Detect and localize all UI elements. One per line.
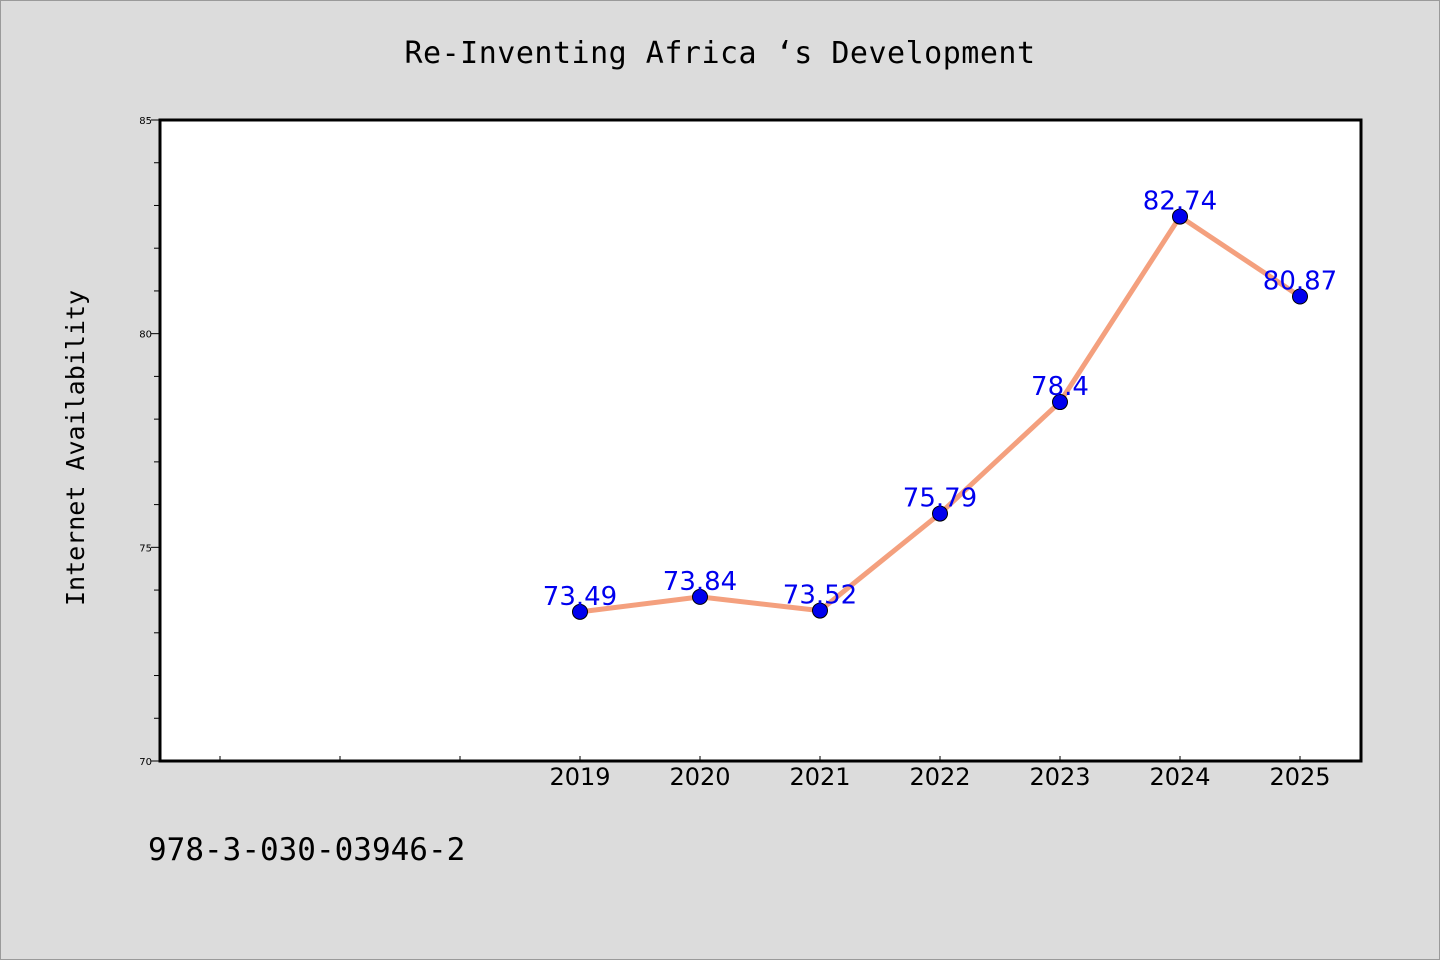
data-point	[812, 602, 828, 619]
x-tick-label: 2019	[549, 763, 610, 791]
chart-title: Re-Inventing Africa ‘s Development	[404, 36, 1036, 71]
y-tick-label: 75	[139, 543, 152, 554]
series-group	[572, 208, 1308, 620]
x-tick-label: 2025	[1269, 763, 1330, 791]
isbn-footer: 978-3-030-03946-2	[148, 832, 466, 868]
y-axis-title: Internet Availability	[61, 290, 90, 606]
x-tick-label: 2020	[669, 763, 730, 791]
data-point	[1052, 394, 1068, 411]
data-point	[572, 603, 588, 620]
data-point	[692, 588, 708, 605]
x-tick-label: 2023	[1029, 763, 1090, 791]
data-label: 73.52	[783, 581, 857, 611]
data-point	[1172, 208, 1188, 225]
data-point	[1292, 288, 1308, 305]
data-label: 80.87	[1263, 266, 1337, 296]
y-axis: 70 75 80 85	[139, 116, 160, 768]
plot-area	[158, 118, 1363, 763]
x-axis: 2019 2020 2021 2022 2023 2024 2025	[219, 756, 1331, 791]
x-tick-label: 2022	[909, 763, 970, 791]
data-label: 73.84	[663, 567, 737, 597]
data-label-group: 73.49 73.84 73.52 75.79 78.4 82.74 80.87	[543, 187, 1337, 612]
x-tick-label: 2024	[1149, 763, 1210, 791]
data-label: 73.49	[543, 582, 617, 612]
data-label: 75.79	[903, 484, 977, 514]
y-tick-label: 80	[139, 330, 152, 341]
data-label: 82.74	[1143, 187, 1217, 217]
x-tick-label: 2021	[789, 763, 850, 791]
data-label: 78.4	[1031, 372, 1089, 402]
y-tick-label: 70	[139, 757, 152, 768]
data-point	[932, 505, 948, 522]
y-tick-label: 85	[139, 116, 152, 127]
